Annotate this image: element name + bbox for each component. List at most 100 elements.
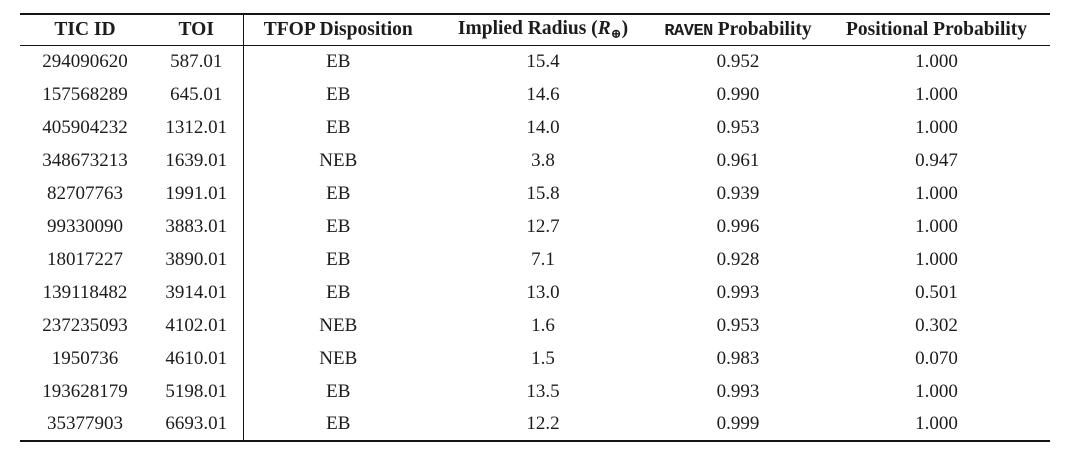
cell-toi: 4610.01 (150, 342, 244, 375)
table-row: 99330090 3883.01 EB 12.7 0.996 1.000 (20, 210, 1050, 243)
table-row: 348673213 1639.01 NEB 3.8 0.961 0.947 (20, 144, 1050, 177)
cell-implied-radius: 3.8 (531, 149, 555, 171)
table-row: 18017227 3890.01 EB 7.1 0.928 1.000 (20, 243, 1050, 276)
table-row: 294090620 587.01 EB 15.4 0.952 1.000 (20, 45, 1050, 78)
cell-tic-id: 99330090 (47, 215, 123, 237)
cell-raven-probability: 0.990 (716, 83, 760, 105)
cell-raven-probability: 0.952 (716, 50, 760, 72)
cell-tfop-disposition: NEB (319, 347, 358, 369)
earth-symbol-subscript: ⊕ (610, 26, 622, 42)
cell-implied-radius: 13.5 (526, 380, 560, 402)
cell-tfop-disposition: EB (326, 380, 351, 402)
cell-tic-id: 35377903 (47, 413, 123, 434)
cell-implied-radius: 13.0 (526, 281, 560, 303)
cell-tic-id: 1950736 (51, 347, 119, 369)
cell-implied-radius: 14.0 (526, 116, 560, 138)
col-header-implied-radius: Implied Radius (R⊕) (433, 14, 653, 46)
cell-tfop-disposition: EB (326, 83, 351, 105)
cell-raven-probability: 0.999 (716, 413, 760, 434)
table-row: 157568289 645.01 EB 14.6 0.990 1.000 (20, 78, 1050, 111)
cell-implied-radius: 15.8 (526, 182, 560, 204)
cell-positional-probability: 1.000 (915, 182, 958, 204)
cell-tic-id: 139118482 (42, 281, 128, 303)
table-body: 294090620 587.01 EB 15.4 0.952 1.000 157… (20, 45, 1050, 441)
cell-positional-probability: 1.000 (915, 248, 958, 270)
table-header-row: TIC ID TOI TFOP Disposition Implied Radi… (20, 14, 1050, 46)
cell-tfop-disposition: EB (326, 50, 351, 72)
toi-disposition-table: TIC ID TOI TFOP Disposition Implied Radi… (20, 13, 1050, 442)
cell-toi: 587.01 (150, 45, 244, 78)
raven-probability-label: Probability (717, 18, 812, 40)
col-header-positional-probability: Positional Probability (823, 14, 1050, 46)
cell-tfop-disposition: EB (326, 413, 351, 434)
cell-implied-radius: 12.2 (526, 413, 560, 434)
cell-implied-radius: 12.7 (526, 215, 560, 237)
cell-tic-id: 294090620 (42, 50, 128, 72)
table-row: 82707763 1991.01 EB 15.8 0.939 1.000 (20, 177, 1050, 210)
cell-tfop-disposition: EB (326, 182, 351, 204)
implied-radius-label-prefix: Implied Radius ( (457, 17, 598, 39)
cell-positional-probability: 0.302 (915, 314, 958, 336)
cell-toi: 4102.01 (150, 309, 244, 342)
cell-raven-probability: 0.928 (716, 248, 760, 270)
cell-positional-probability: 0.501 (915, 281, 958, 303)
table-row: 193628179 5198.01 EB 13.5 0.993 1.000 (20, 375, 1050, 408)
implied-radius-label-suffix: ) (621, 17, 629, 39)
cell-tfop-disposition: NEB (319, 314, 358, 336)
cell-toi: 5198.01 (150, 375, 244, 408)
cell-positional-probability: 1.000 (915, 413, 958, 434)
cell-tfop-disposition: EB (326, 215, 351, 237)
cell-raven-probability: 0.939 (716, 182, 760, 204)
col-header-toi: TOI (150, 14, 244, 46)
table-row: 405904232 1312.01 EB 14.0 0.953 1.000 (20, 111, 1050, 144)
col-header-raven-probability: RAVEN Probability (653, 14, 823, 46)
cell-raven-probability: 0.993 (716, 281, 760, 303)
cell-toi: 3890.01 (150, 243, 244, 276)
cell-toi: 3883.01 (150, 210, 244, 243)
cell-tic-id: 237235093 (42, 314, 128, 336)
table-header: TIC ID TOI TFOP Disposition Implied Radi… (20, 14, 1050, 46)
cell-toi: 1312.01 (150, 111, 244, 144)
cell-implied-radius: 7.1 (531, 248, 555, 270)
cell-positional-probability: 1.000 (915, 116, 958, 138)
cell-positional-probability: 1.000 (915, 50, 958, 72)
table-row: 139118482 3914.01 EB 13.0 0.993 0.501 (20, 276, 1050, 309)
table-row: 1950736 4610.01 NEB 1.5 0.983 0.070 (20, 342, 1050, 375)
table-row: 35377903 6693.01 EB 12.2 0.999 1.000 (20, 408, 1050, 441)
cell-tfop-disposition: EB (326, 116, 351, 138)
radius-math-symbol: R (597, 17, 611, 39)
col-header-tfop-disposition: TFOP Disposition (243, 14, 433, 46)
cell-toi: 3914.01 (150, 276, 244, 309)
cell-tfop-disposition: EB (326, 281, 351, 303)
cell-tic-id: 157568289 (42, 83, 128, 105)
cell-tic-id: 348673213 (42, 149, 128, 171)
cell-raven-probability: 0.961 (716, 149, 760, 171)
cell-positional-probability: 1.000 (915, 380, 958, 402)
col-header-tic-id: TIC ID (20, 14, 150, 46)
cell-positional-probability: 0.947 (915, 149, 958, 171)
cell-toi: 1639.01 (150, 144, 244, 177)
cell-toi: 6693.01 (150, 408, 244, 441)
cell-raven-probability: 0.996 (716, 215, 760, 237)
cell-tfop-disposition: EB (326, 248, 351, 270)
cell-positional-probability: 1.000 (915, 215, 958, 237)
cell-implied-radius: 1.5 (531, 347, 555, 369)
raven-code-label: RAVEN (664, 21, 713, 41)
cell-positional-probability: 0.070 (915, 347, 958, 369)
cell-toi: 1991.01 (150, 177, 244, 210)
cell-implied-radius: 15.4 (526, 50, 560, 72)
cell-tic-id: 82707763 (47, 182, 123, 204)
cell-toi: 645.01 (150, 78, 244, 111)
cell-raven-probability: 0.953 (716, 116, 760, 138)
cell-tic-id: 18017227 (47, 248, 123, 270)
cell-raven-probability: 0.953 (716, 314, 760, 336)
cell-implied-radius: 1.6 (531, 314, 555, 336)
cell-tfop-disposition: NEB (319, 149, 358, 171)
table-row: 237235093 4102.01 NEB 1.6 0.953 0.302 (20, 309, 1050, 342)
cell-raven-probability: 0.993 (716, 380, 760, 402)
cell-positional-probability: 1.000 (915, 83, 958, 105)
cell-tic-id: 193628179 (42, 380, 128, 402)
cell-implied-radius: 14.6 (526, 83, 560, 105)
cell-tic-id: 405904232 (42, 116, 128, 138)
